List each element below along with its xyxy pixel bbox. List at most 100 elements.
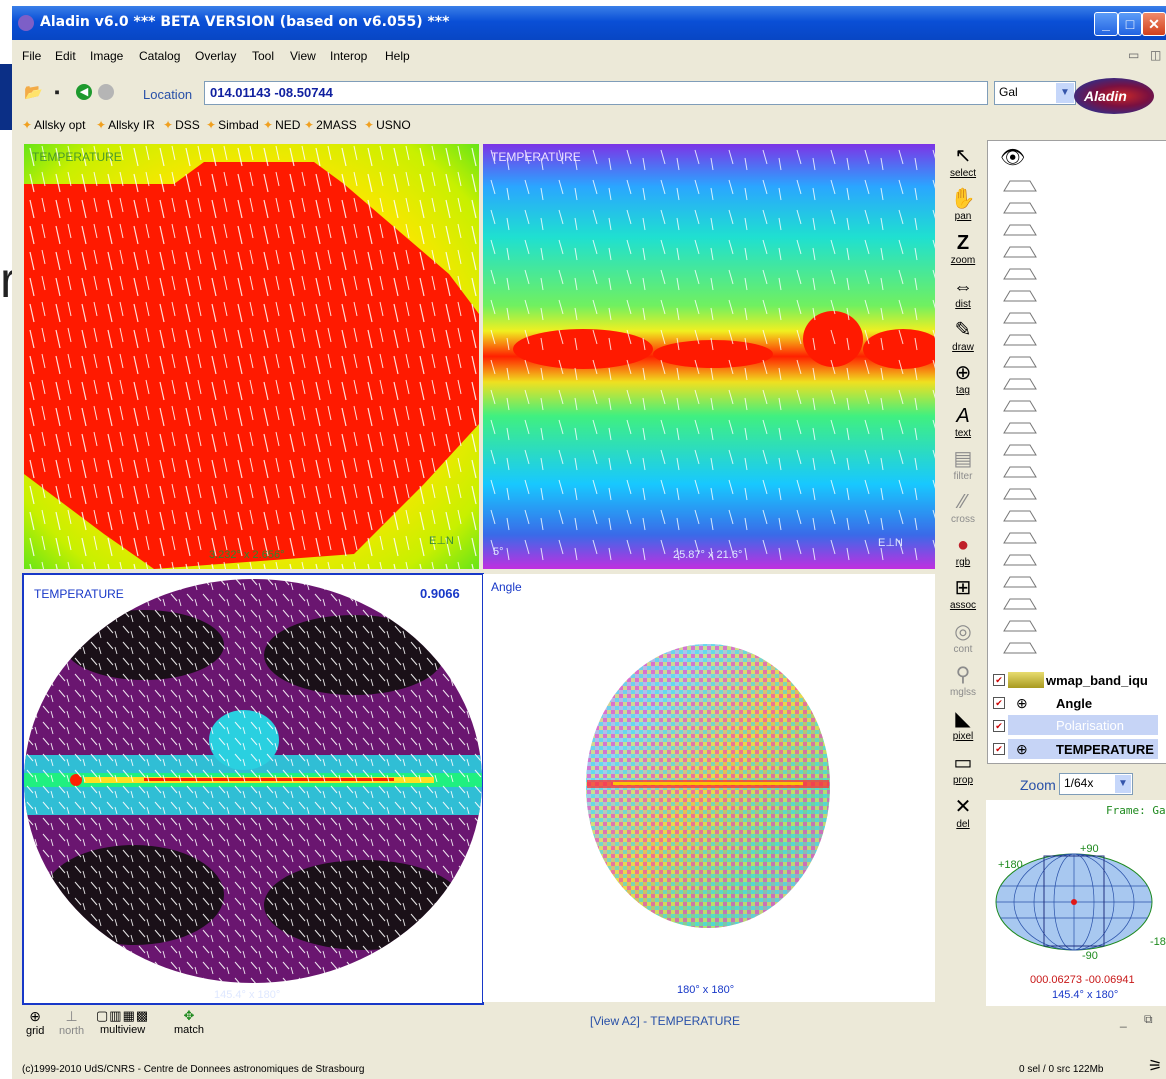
north-east-icon: E⊥N bbox=[878, 537, 903, 549]
cross-icon: ⁄⁄ bbox=[959, 491, 967, 513]
plane-checkbox-wmap[interactable]: ✔ bbox=[993, 674, 1005, 686]
view-3-label: TEMPERATURE bbox=[34, 587, 124, 601]
menu-catalog[interactable]: Catalog bbox=[139, 49, 181, 63]
select-tool[interactable]: ↖ select bbox=[946, 144, 980, 184]
multiview-button[interactable]: ▢▥▦▩ multiview bbox=[96, 1008, 150, 1036]
server-ned[interactable]: ✦ NED bbox=[263, 118, 301, 132]
plane-checkbox-angle[interactable]: ✔ bbox=[993, 697, 1005, 709]
menu-view[interactable]: View bbox=[290, 49, 316, 63]
plane-angle[interactable]: Angle bbox=[1056, 696, 1093, 711]
view-3-size: 145.4° x 180° bbox=[214, 989, 281, 1001]
frame-select[interactable]: Gal ▼ bbox=[994, 81, 1076, 105]
background-window-edge bbox=[0, 64, 12, 130]
view-2-label: TEMPERATURE bbox=[491, 150, 581, 164]
menu-tool[interactable]: Tool bbox=[252, 49, 275, 63]
server-simbad[interactable]: ✦ Simbad bbox=[206, 118, 259, 132]
navigator-panel[interactable]: Frame: Gal +90 -90 +180 -180 000.06273 -… bbox=[986, 800, 1166, 1006]
forward-icon[interactable] bbox=[98, 84, 114, 100]
navigator-lat-bottom: -90 bbox=[1082, 950, 1098, 962]
distance-arrow-icon: ⇔ bbox=[953, 276, 973, 298]
target-plus-icon: ⊕ bbox=[954, 362, 972, 384]
dist-tool[interactable]: ⇔ dist bbox=[946, 275, 980, 315]
star-icon: ✦ bbox=[96, 118, 107, 132]
assoc-tool[interactable]: ⊞ assoc bbox=[946, 576, 980, 616]
minimize-panel-icon[interactable]: _ bbox=[1120, 1014, 1127, 1028]
star-icon: ✦ bbox=[206, 118, 217, 132]
view-panel-2[interactable]: TEMPERATURE 25.87° x 21.6° 5° E⊥N bbox=[483, 144, 935, 569]
maximize-button[interactable]: □ bbox=[1118, 12, 1142, 36]
chevron-down-icon[interactable]: ▼ bbox=[1056, 83, 1074, 103]
draw-tool[interactable]: ✎ draw bbox=[946, 318, 980, 358]
location-label: Location bbox=[143, 87, 193, 102]
grid-button[interactable]: ⊕ grid bbox=[26, 1008, 45, 1037]
open-folder-icon[interactable]: 📂 bbox=[24, 84, 43, 101]
location-input[interactable]: 014.01143 -08.50744 bbox=[204, 81, 988, 105]
cross-tool[interactable]: ⁄⁄ cross bbox=[946, 490, 980, 530]
server-dss[interactable]: ✦ DSS bbox=[163, 118, 200, 132]
rgb-tool[interactable]: ● rgb bbox=[946, 533, 980, 573]
menu-help[interactable]: Help bbox=[385, 49, 410, 63]
back-icon[interactable]: ◀ bbox=[76, 84, 92, 100]
del-tool[interactable]: ✕ del bbox=[946, 795, 980, 835]
plane-stack: 👁 ✔ wmap_band_iqu ✔ ⊕ Angle ✔ Polarisati… bbox=[987, 140, 1166, 764]
pencil-icon: ✎ bbox=[954, 319, 972, 341]
view-4-label: Angle bbox=[491, 580, 522, 594]
save-icon[interactable]: ▪ bbox=[54, 84, 60, 101]
undock-icon[interactable]: ◫ bbox=[1150, 48, 1162, 62]
zoom-select[interactable]: 1/64x ▼ bbox=[1059, 773, 1133, 795]
rgb-circles-icon: ● bbox=[956, 534, 970, 556]
view-panel-3[interactable]: TEMPERATURE 0.9066 145.4° x 180° bbox=[22, 573, 484, 1005]
match-button[interactable]: ✥ match bbox=[174, 1008, 204, 1036]
eye-icon[interactable]: 👁 bbox=[1000, 147, 1026, 169]
restore-icon[interactable]: ▭ bbox=[1128, 48, 1140, 62]
plane-temperature[interactable]: TEMPERATURE bbox=[1056, 742, 1154, 757]
cursor-icon: ↖ bbox=[954, 145, 972, 167]
multiview-grid-icon: ▢▥▦▩ bbox=[96, 1008, 150, 1023]
pixel-value: 0.9066 bbox=[420, 586, 460, 601]
toolbar: 📂 ▪ ◀ Location 014.01143 -08.50744 Gal ▼… bbox=[12, 72, 1166, 114]
north-button[interactable]: ⊥ north bbox=[59, 1008, 85, 1037]
menu-edit[interactable]: Edit bbox=[55, 49, 76, 63]
menu-overlay[interactable]: Overlay bbox=[195, 49, 237, 63]
plane-checkbox-temperature[interactable]: ✔ bbox=[993, 743, 1005, 755]
navigator-size: 145.4° x 180° bbox=[1052, 989, 1119, 1001]
status-view-label: [View A2] - TEMPERATURE bbox=[590, 1014, 741, 1028]
pixel-tool[interactable]: ◣ pixel bbox=[946, 707, 980, 747]
view-panel-1[interactable]: TEMPERATURE 3.232° x 2.656° E⊥N bbox=[24, 144, 479, 569]
menu-image[interactable]: Image bbox=[90, 49, 124, 63]
minimize-button[interactable]: _ bbox=[1094, 12, 1118, 36]
copyright-text: (c)1999-2010 UdS/CNRS - Centre de Donnee… bbox=[22, 1064, 365, 1075]
server-allsky-opt[interactable]: ✦ Allsky opt bbox=[22, 118, 86, 132]
menu-file[interactable]: File bbox=[22, 49, 42, 63]
catalog-plane-icon bbox=[1008, 672, 1044, 688]
star-icon: ✦ bbox=[364, 118, 375, 132]
cont-tool[interactable]: ◎ cont bbox=[946, 620, 980, 660]
empty-plane-slots bbox=[1003, 180, 1037, 654]
menu-bar: File Edit Image Catalog Overlay Tool Vie… bbox=[12, 40, 1166, 72]
prop-tool[interactable]: ▭ prop bbox=[946, 751, 980, 791]
north-arrow-icon: ⊥ bbox=[65, 1008, 78, 1024]
server-allsky-ir[interactable]: ✦ Allsky IR bbox=[96, 118, 155, 132]
chevron-down-icon[interactable]: ▼ bbox=[1115, 775, 1131, 793]
plane-wmap-band-iqu[interactable]: wmap_band_iqu bbox=[1046, 673, 1148, 688]
properties-icon: ▭ bbox=[953, 752, 973, 774]
zoom-value: 1/64x bbox=[1064, 776, 1094, 790]
pan-tool[interactable]: ✋ pan bbox=[946, 187, 980, 227]
menu-interop[interactable]: Interop bbox=[330, 49, 368, 63]
plane-checkbox-polarisation[interactable]: ✔ bbox=[993, 720, 1005, 732]
filter-tool[interactable]: ▤ filter bbox=[946, 447, 980, 487]
dish-icon[interactable]: ⚞ bbox=[1148, 1058, 1163, 1075]
plane-polarisation[interactable]: Polarisation bbox=[1056, 718, 1124, 733]
view-panel-4[interactable]: Angle 180° x 180° bbox=[483, 574, 935, 1002]
expand-panel-icon[interactable]: ⧉ bbox=[1144, 1012, 1153, 1026]
plane-selected bbox=[1008, 739, 1158, 759]
close-button[interactable]: ✕ bbox=[1142, 12, 1166, 36]
mglss-tool[interactable]: ⚲ mglss bbox=[946, 663, 980, 703]
server-usno[interactable]: ✦ USNO bbox=[364, 118, 411, 132]
server-2mass[interactable]: ✦ 2MASS bbox=[304, 118, 357, 132]
temperature-zoom-image bbox=[24, 144, 479, 569]
tag-tool[interactable]: ⊕ tag bbox=[946, 361, 980, 401]
